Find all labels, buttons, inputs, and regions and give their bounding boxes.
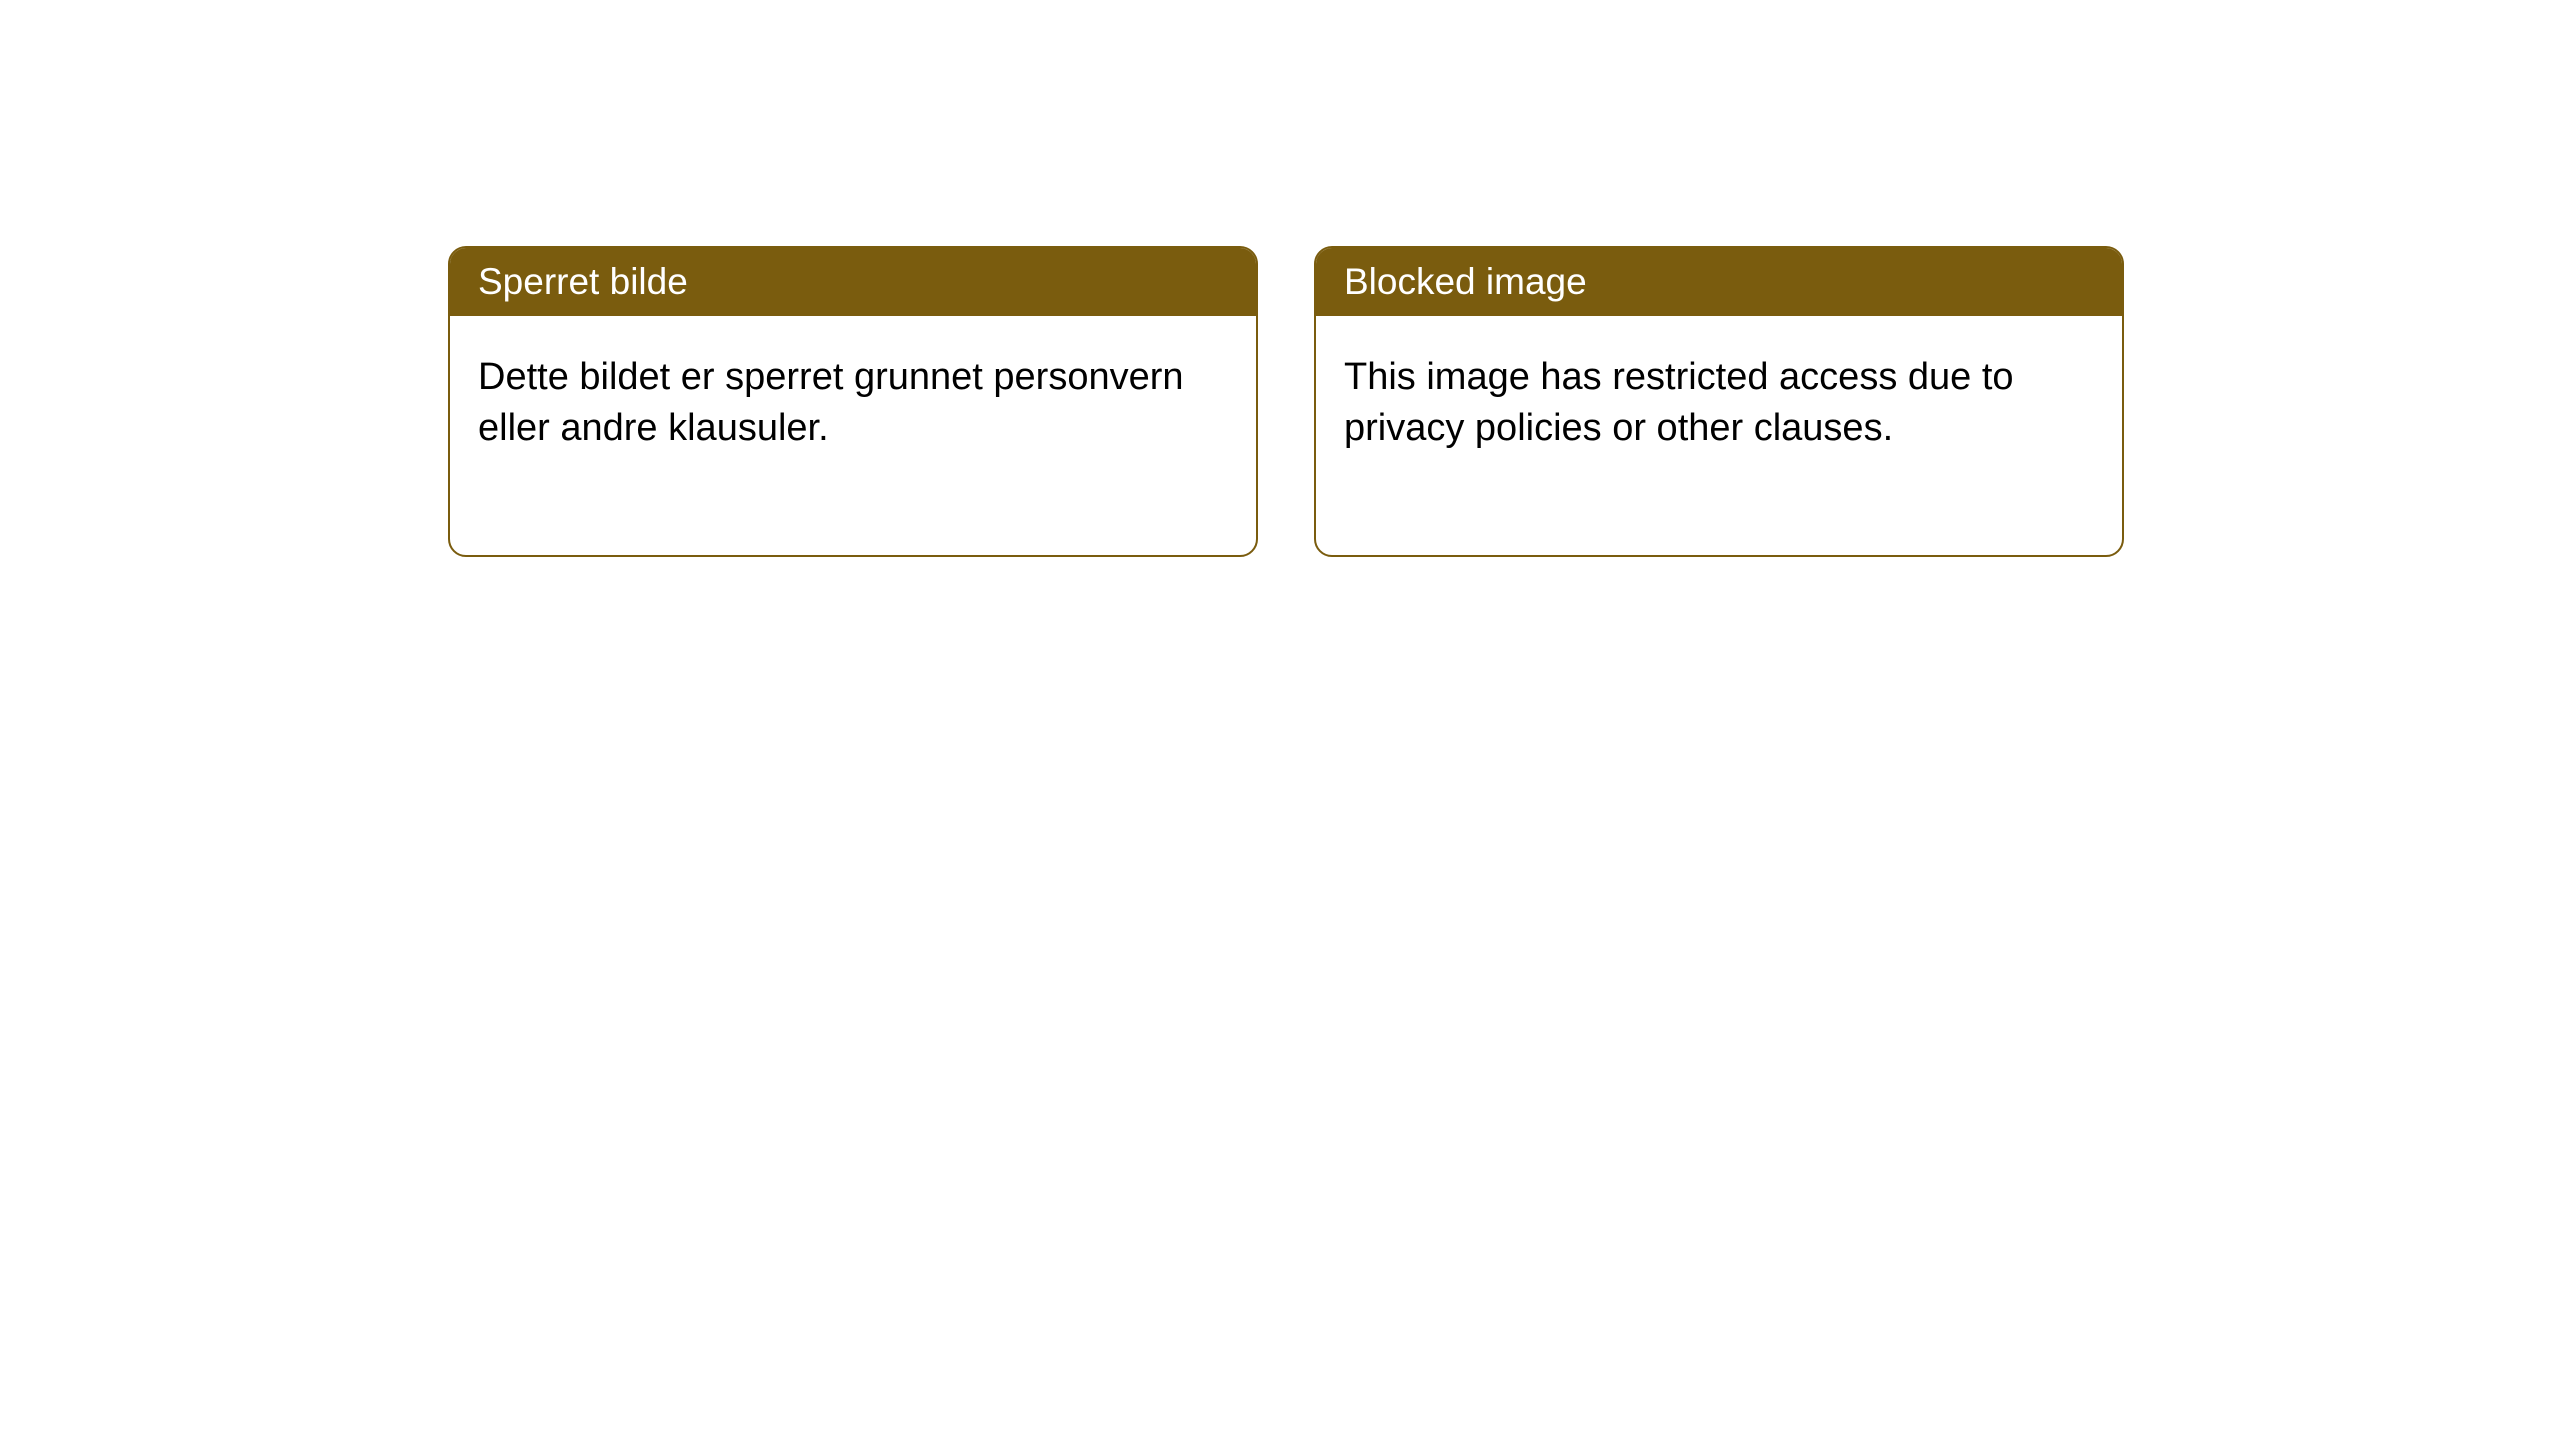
card-title-no: Sperret bilde: [450, 248, 1256, 316]
card-body-no: Dette bildet er sperret grunnet personve…: [450, 316, 1256, 555]
card-body-en: This image has restricted access due to …: [1316, 316, 2122, 555]
blocked-image-card-en: Blocked image This image has restricted …: [1314, 246, 2124, 557]
card-title-en: Blocked image: [1316, 248, 2122, 316]
blocked-image-card-no: Sperret bilde Dette bildet er sperret gr…: [448, 246, 1258, 557]
notice-container: Sperret bilde Dette bildet er sperret gr…: [0, 0, 2560, 557]
